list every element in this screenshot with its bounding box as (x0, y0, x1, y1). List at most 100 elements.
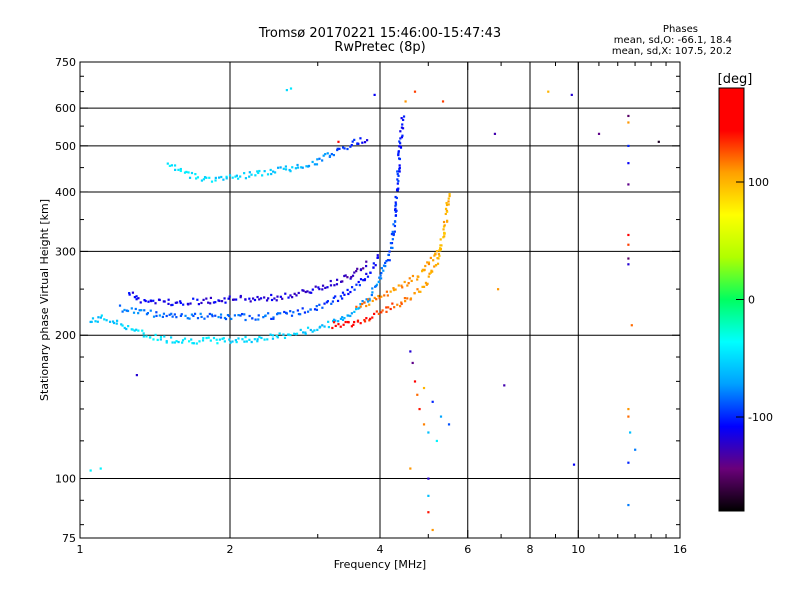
echo-point (171, 315, 174, 318)
echo-point (266, 173, 270, 176)
echo-point (259, 297, 263, 300)
echo-point (403, 297, 407, 300)
echo-point (308, 291, 311, 294)
echo-point (380, 295, 383, 298)
echo-point (397, 180, 400, 183)
echo-point (386, 294, 389, 297)
echo-point (358, 306, 361, 309)
echo-point (427, 511, 430, 514)
echo-point (427, 275, 430, 278)
echo-point (627, 114, 630, 118)
echo-point (423, 268, 426, 271)
echo-point (112, 321, 116, 325)
echo-point (432, 259, 435, 262)
echo-point (227, 297, 230, 300)
echo-point (182, 303, 185, 306)
echo-point (317, 286, 320, 289)
echo-point (394, 214, 398, 217)
echo-point (381, 309, 384, 312)
echo-point (422, 285, 426, 288)
echo-point (100, 314, 103, 317)
echo-point (179, 314, 183, 317)
echo-point (401, 127, 405, 130)
echo-point (627, 243, 630, 246)
echo-point (426, 261, 429, 264)
echo-point (289, 294, 292, 297)
echo-point (389, 307, 392, 311)
echo-point (203, 176, 207, 179)
echo-point (372, 262, 375, 265)
echo-point (372, 266, 375, 269)
echo-point (290, 314, 294, 317)
echo-point (343, 147, 346, 150)
echo-point (234, 339, 237, 342)
echo-point (627, 407, 630, 411)
echo-point (289, 310, 292, 313)
echo-point (318, 157, 321, 160)
echo-point (265, 299, 269, 302)
echo-point (355, 308, 358, 311)
echo-point (138, 309, 141, 312)
echo-point (295, 332, 299, 335)
echo-point (378, 297, 381, 300)
echo-point (125, 309, 128, 312)
echo-point (316, 328, 319, 332)
echo-point (356, 267, 359, 270)
colorbar-tick-label: 100 (748, 176, 769, 189)
echo-point (398, 157, 401, 160)
echo-point (105, 319, 108, 322)
echo-point (244, 335, 247, 339)
echo-point (195, 177, 198, 180)
echo-point (397, 174, 400, 177)
x-tick-label: 8 (527, 543, 534, 556)
echo-point (209, 302, 212, 305)
echo-point (155, 314, 158, 318)
echo-point (627, 144, 630, 148)
echo-point (416, 393, 419, 396)
echo-point (283, 336, 287, 339)
echo-point (223, 340, 226, 343)
echo-point (207, 336, 210, 339)
echo-point (434, 252, 437, 255)
echo-point (190, 313, 193, 316)
echo-point (223, 297, 226, 300)
echo-point (288, 168, 291, 172)
echo-point (188, 176, 192, 179)
echo-point (128, 293, 131, 296)
echo-point (355, 283, 358, 286)
echo-point (429, 256, 432, 260)
echo-point (258, 298, 261, 301)
echo-point (408, 277, 411, 280)
echo-point (333, 284, 336, 287)
echo-point (284, 165, 288, 168)
echo-point (385, 260, 388, 263)
echo-point (424, 281, 428, 284)
echo-point (296, 163, 299, 167)
echo-point (339, 325, 342, 328)
echo-point (376, 254, 379, 257)
echo-point (284, 168, 288, 171)
echo-point (240, 312, 244, 316)
echo-point (131, 328, 134, 331)
echo-point (361, 141, 364, 144)
echo-point (251, 317, 254, 320)
echo-point (442, 225, 446, 228)
echo-point (304, 290, 307, 294)
echo-point (167, 302, 170, 306)
echo-point (402, 118, 405, 122)
echo-point (224, 317, 228, 321)
echo-point (192, 297, 195, 300)
echo-point (231, 176, 234, 179)
echo-point (173, 164, 177, 167)
x-tick-label: 10 (571, 543, 585, 556)
echo-point (217, 315, 220, 319)
echo-point (409, 467, 412, 470)
echo-point (400, 301, 403, 304)
echo-point (282, 167, 285, 170)
echo-point (145, 335, 148, 338)
echo-point (276, 166, 280, 169)
echo-point (417, 275, 420, 278)
echo-point (349, 290, 352, 294)
echo-point (137, 312, 140, 315)
echo-point (309, 308, 312, 311)
